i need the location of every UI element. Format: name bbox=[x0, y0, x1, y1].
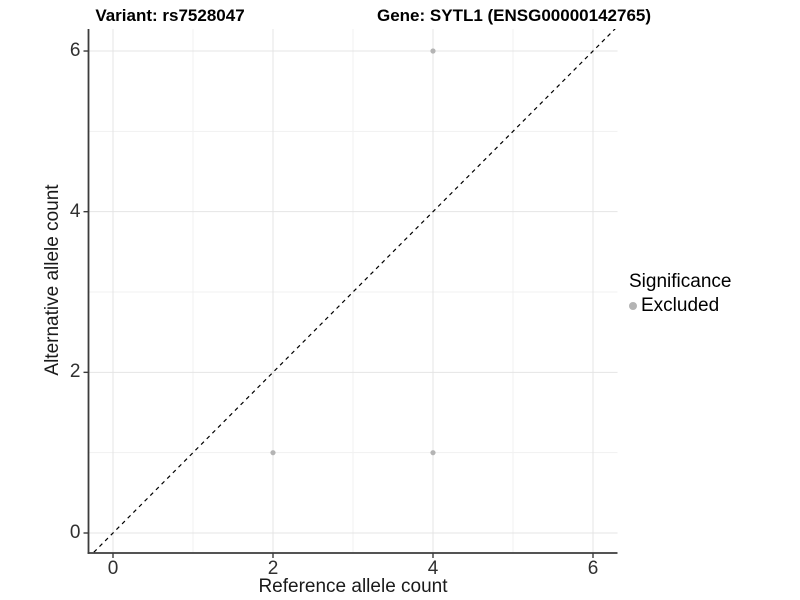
legend-title: Significance bbox=[629, 271, 732, 292]
data-point bbox=[430, 450, 436, 456]
y-tick-label: 0 bbox=[69, 522, 81, 543]
data-points bbox=[270, 48, 436, 456]
x-tick-label: 0 bbox=[107, 558, 119, 579]
gridlines-major bbox=[88, 29, 618, 553]
y-tick-label: 2 bbox=[69, 361, 81, 383]
identity-line bbox=[92, 29, 616, 553]
plot-title-gene: Gene: SYTL1 (ENSG00000142765) bbox=[376, 6, 652, 25]
gridlines-minor bbox=[88, 29, 618, 553]
legend-item-label: Excluded bbox=[641, 295, 720, 316]
y-tick-label: 4 bbox=[69, 200, 81, 222]
data-point bbox=[430, 48, 436, 54]
x-axis-title: Reference allele count bbox=[258, 576, 448, 597]
axis-lines bbox=[87, 29, 618, 554]
x-tick-label: 2 bbox=[267, 558, 279, 579]
y-tick-label: 6 bbox=[69, 40, 81, 62]
plot-title-variant: Variant: rs7528047 bbox=[95, 6, 245, 25]
x-tick-label: 4 bbox=[427, 558, 439, 579]
legend: Significance Excluded bbox=[629, 271, 731, 317]
x-tick-label: 6 bbox=[587, 558, 599, 579]
legend-item-excluded: Excluded bbox=[629, 295, 731, 317]
legend-point-icon bbox=[629, 302, 637, 310]
axis-ticks bbox=[83, 50, 594, 558]
data-point bbox=[270, 450, 276, 456]
